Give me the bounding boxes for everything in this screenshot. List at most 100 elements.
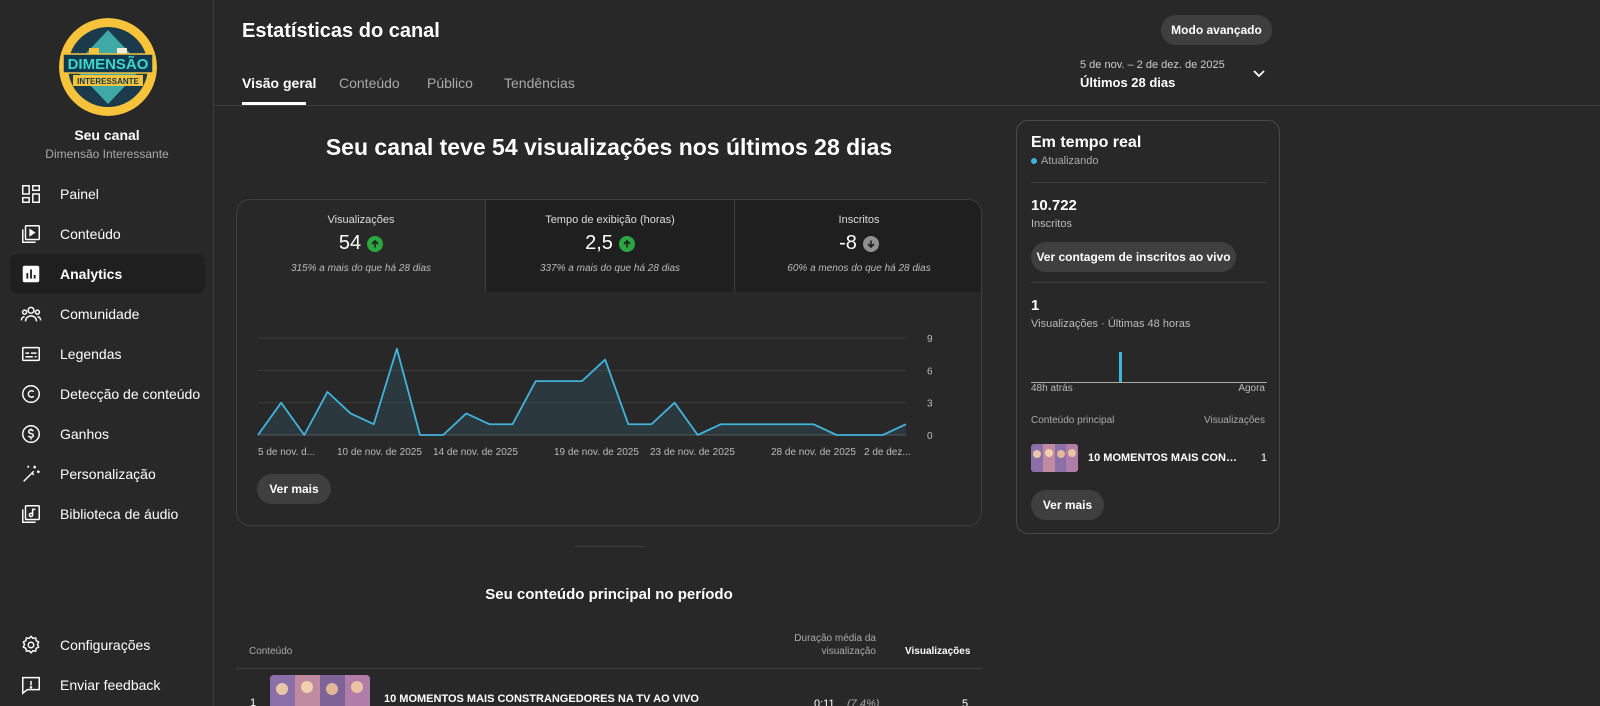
sidebar-item-label: Detecção de conteúdo <box>60 386 201 402</box>
y-tick-label: 0 <box>927 431 933 442</box>
x-tick-label: 23 de nov. de 2025 <box>650 447 735 458</box>
channel-avatar[interactable]: DIMENSÃO INTERESSANTE <box>59 18 157 116</box>
tab-audience[interactable]: Público <box>427 75 473 91</box>
active-tab-indicator <box>242 102 306 105</box>
sidebar-item-dashboard[interactable]: Painel <box>10 174 205 214</box>
avg-duration-percent: (7,4%) <box>847 698 880 706</box>
realtime-status-text: Atualizando <box>1041 155 1099 167</box>
realtime-content-item[interactable]: 10 MOMENTOS MAIS CONSTRANGEDORES NA TV A… <box>1031 444 1267 472</box>
trend-up-icon <box>367 235 384 252</box>
table-row[interactable]: 1 10 MOMENTOS MAIS CONSTRANGEDORES NA TV… <box>236 669 982 706</box>
x-tick-label: 2 de dez... <box>864 447 911 458</box>
metric-value: -8 <box>839 232 857 254</box>
tab-content[interactable]: Conteúdo <box>339 75 400 91</box>
copyright-icon <box>22 385 40 403</box>
column-header-duration[interactable]: Duração média da visualização <box>794 633 876 657</box>
sidebar-item-label: Analytics <box>60 266 123 282</box>
sidebar-item-analytics[interactable]: Analytics <box>10 254 205 294</box>
metric-divider <box>485 200 486 292</box>
metric-value-row: -8 <box>735 232 981 255</box>
sidebar-item-feedback[interactable]: Enviar feedback <box>10 665 205 705</box>
top-content-title: Seu conteúdo principal no período <box>485 586 733 603</box>
realtime-bar <box>1119 352 1122 383</box>
realtime-subscribers: 10.722 <box>1031 197 1077 214</box>
sidebar-item-earn[interactable]: Ganhos <box>10 414 205 454</box>
x-tick-label: 19 de nov. de 2025 <box>554 447 639 458</box>
realtime-status: Atualizando <box>1031 155 1099 167</box>
sidebar-item-content-detection[interactable]: Detecção de conteúdo <box>10 374 205 414</box>
sidebar-item-label: Biblioteca de áudio <box>60 506 179 522</box>
metric-label: Visualizações <box>327 214 395 226</box>
realtime-views-label: Visualizações · Últimas 48 horas <box>1031 318 1191 330</box>
overview-headline: Seu canal teve 54 visualizações nos últi… <box>325 134 893 160</box>
trend-down-icon <box>862 235 879 252</box>
metric-value: 2,5 <box>585 232 613 254</box>
audio-library-icon <box>22 505 40 523</box>
svg-text:INTERESSANTE: INTERESSANTE <box>77 77 139 86</box>
sidebar-item-customization[interactable]: Personalização <box>10 454 205 494</box>
row-rank: 1 <box>250 697 257 706</box>
sidebar-item-label: Conteúdo <box>60 226 121 242</box>
sidebar-item-content[interactable]: Conteúdo <box>10 214 205 254</box>
sidebar-item-label: Personalização <box>60 466 156 482</box>
sidebar-item-community[interactable]: Comunidade <box>10 294 205 334</box>
tab-trends[interactable]: Tendências <box>504 75 575 91</box>
series-line <box>257 347 907 436</box>
x-tick-label: 28 de nov. de 2025 <box>771 447 856 458</box>
tab-overview[interactable]: Visão geral <box>242 75 317 91</box>
analytics-icon <box>22 265 40 283</box>
realtime-video-views: 1 <box>1260 452 1267 464</box>
sidebar-item-audio-library[interactable]: Biblioteca de áudio <box>10 494 205 534</box>
views-chart: 0 3 6 9 5 de nov. d... 10 de nov. de 2025 14 d… <box>257 334 933 458</box>
y-tick-label: 9 <box>927 334 933 345</box>
realtime-axis-start: 48h atrás <box>1031 383 1073 394</box>
date-range-label: Últimos 28 dias <box>1080 75 1176 90</box>
column-header-content: Conteúdo <box>249 646 293 657</box>
realtime-column-views: Visualizações <box>1204 415 1265 426</box>
avg-duration: 0:11 <box>814 698 835 706</box>
realtime-see-more-button[interactable]: Ver mais <box>1031 490 1104 520</box>
see-more-button[interactable]: Ver mais <box>257 474 331 504</box>
metric-label: Inscritos <box>838 214 880 226</box>
series-area <box>258 348 906 435</box>
overview-card: Visualizações 54 315% a mais do que há 2… <box>236 199 982 526</box>
subtitles-icon <box>22 346 40 362</box>
realtime-video-title: 10 MOMENTOS MAIS CONSTRANGEDORES NA TV A… <box>1088 452 1238 464</box>
feedback-icon <box>22 676 40 695</box>
live-subscriber-count-button[interactable]: Ver contagem de inscritos ao vivo <box>1031 242 1236 272</box>
dashboard-icon <box>22 185 40 203</box>
row-views: 5 <box>962 698 969 706</box>
channel-name: Seu canal <box>74 127 140 143</box>
sidebar-item-subtitles[interactable]: Legendas <box>10 334 205 374</box>
metric-divider <box>734 200 735 292</box>
customization-icon <box>23 465 40 482</box>
column-header-views[interactable]: Visualizações <box>905 646 971 657</box>
metric-value-row: 54 <box>237 232 485 255</box>
sidebar-item-label: Ganhos <box>60 426 110 442</box>
realtime-divider <box>1031 282 1267 283</box>
video-title: 10 MOMENTOS MAIS CONSTRANGEDORES NA TV A… <box>384 693 699 705</box>
date-range-picker[interactable]: 5 de nov. – 2 de dez. de 2025 Últimos 28… <box>1080 57 1272 93</box>
metric-value: 54 <box>338 232 362 254</box>
sidebar-item-settings[interactable]: Configurações <box>10 625 205 665</box>
sidebar-item-label: Comunidade <box>60 306 140 322</box>
metric-views[interactable]: Visualizações 54 315% a mais do que há 2… <box>237 200 485 292</box>
realtime-views-chart <box>1031 352 1267 383</box>
svg-text:DIMENSÃO: DIMENSÃO <box>68 55 149 73</box>
settings-icon <box>22 635 40 654</box>
advanced-mode-button[interactable]: Modo avançado <box>1161 15 1272 45</box>
metric-subscribers[interactable]: Inscritos -8 60% a menos do que há 28 di… <box>735 200 981 292</box>
sidebar-item-label: Enviar feedback <box>60 677 161 693</box>
sidebar-item-label: Legendas <box>60 346 122 362</box>
metric-label: Tempo de exibição (horas) <box>545 214 675 226</box>
live-dot-icon <box>1031 158 1037 164</box>
x-tick-label: 5 de nov. d... <box>258 447 315 458</box>
sidebar-item-label: Configurações <box>60 637 151 653</box>
date-range-text: 5 de nov. – 2 de dez. de 2025 <box>1080 59 1225 71</box>
sidebar-item-label: Painel <box>60 186 99 202</box>
table-divider <box>236 668 982 669</box>
realtime-card: Em tempo real Atualizando 10.722 Inscrit… <box>1016 120 1280 534</box>
metric-watch-time[interactable]: Tempo de exibição (horas) 2,5 337% a mai… <box>486 200 734 292</box>
metric-value-row: 2,5 <box>486 232 734 255</box>
realtime-views: 1 <box>1031 297 1040 314</box>
